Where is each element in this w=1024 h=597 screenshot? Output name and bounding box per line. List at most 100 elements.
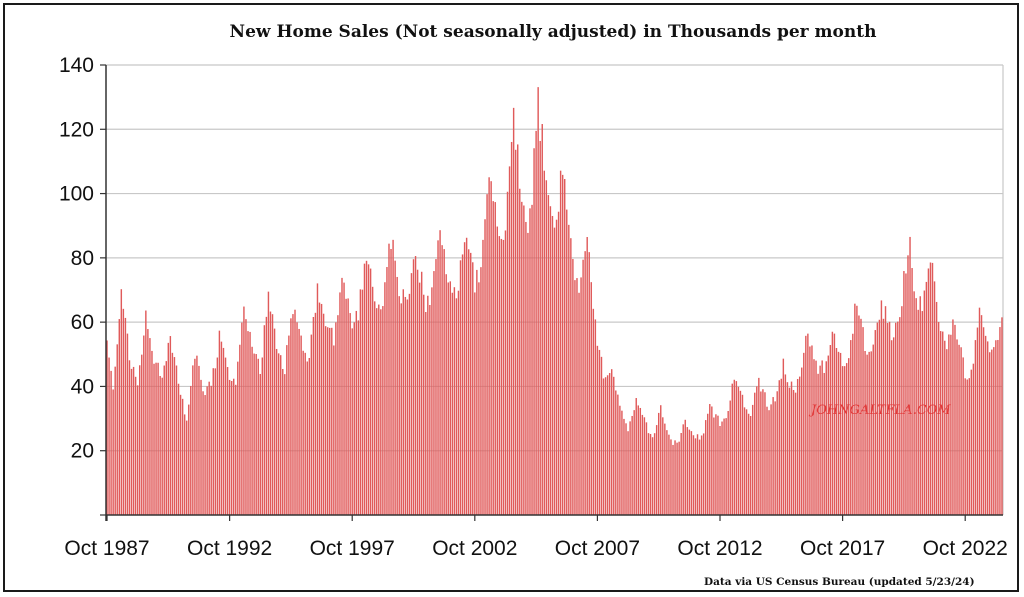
bar bbox=[958, 344, 960, 515]
bar bbox=[582, 259, 584, 515]
bar bbox=[267, 291, 270, 515]
bar bbox=[214, 368, 217, 515]
bar bbox=[600, 356, 603, 515]
bar bbox=[427, 295, 429, 515]
bar bbox=[764, 392, 766, 515]
bar bbox=[394, 260, 396, 515]
bar bbox=[443, 249, 445, 515]
bar bbox=[564, 179, 566, 515]
bar bbox=[929, 262, 932, 515]
bar bbox=[519, 188, 521, 515]
bar bbox=[702, 433, 705, 515]
bar bbox=[145, 310, 147, 515]
bar bbox=[598, 349, 601, 515]
bar bbox=[890, 340, 893, 515]
bar bbox=[139, 365, 141, 515]
bar bbox=[809, 346, 811, 515]
bar bbox=[688, 429, 691, 515]
bar bbox=[684, 419, 686, 515]
bar bbox=[821, 360, 823, 515]
bar bbox=[972, 363, 975, 515]
bar bbox=[259, 373, 261, 515]
bar bbox=[512, 107, 515, 516]
bar bbox=[243, 306, 245, 515]
bar bbox=[819, 365, 821, 515]
bar bbox=[218, 330, 221, 515]
bar bbox=[114, 366, 116, 515]
bar bbox=[423, 294, 425, 515]
bar bbox=[796, 378, 799, 515]
bar bbox=[813, 359, 815, 515]
bar bbox=[751, 404, 754, 515]
bar bbox=[984, 335, 987, 515]
y-tick-label: 140 bbox=[59, 54, 94, 77]
bar bbox=[817, 373, 819, 515]
bar bbox=[502, 239, 505, 516]
bar bbox=[122, 308, 125, 515]
bar bbox=[486, 194, 488, 515]
bar bbox=[143, 335, 145, 515]
bar bbox=[594, 319, 597, 515]
bar bbox=[216, 357, 219, 515]
bar bbox=[253, 353, 255, 515]
bar bbox=[664, 423, 666, 515]
bar bbox=[463, 242, 466, 515]
bar bbox=[907, 255, 909, 515]
bar bbox=[333, 345, 335, 515]
bar bbox=[676, 442, 678, 515]
bar bbox=[559, 170, 562, 515]
bar bbox=[741, 394, 744, 515]
bar bbox=[431, 287, 433, 515]
watermark: JOHNGALTFLA.COM bbox=[808, 403, 951, 418]
bar bbox=[629, 421, 631, 515]
bar bbox=[108, 357, 110, 515]
bar bbox=[948, 334, 950, 515]
bar bbox=[592, 308, 595, 515]
bar bbox=[175, 365, 178, 515]
bar bbox=[876, 322, 879, 515]
bar bbox=[672, 444, 674, 515]
bar bbox=[682, 424, 684, 515]
bar bbox=[758, 377, 760, 515]
bar bbox=[149, 338, 151, 515]
bar bbox=[273, 328, 276, 515]
bar bbox=[545, 180, 548, 515]
bar bbox=[418, 282, 421, 515]
bar bbox=[326, 327, 329, 515]
x-tick-label: Oct 2022 bbox=[923, 537, 1008, 560]
bar bbox=[482, 239, 484, 515]
bar bbox=[304, 352, 306, 515]
bar bbox=[978, 307, 981, 515]
bar bbox=[384, 282, 386, 515]
bar bbox=[823, 372, 825, 515]
bar bbox=[878, 319, 881, 515]
bar bbox=[939, 331, 942, 515]
bar bbox=[608, 373, 611, 515]
bar bbox=[843, 366, 846, 515]
bar bbox=[445, 274, 447, 515]
bar bbox=[909, 236, 911, 515]
bar bbox=[353, 322, 355, 515]
bar bbox=[398, 296, 400, 515]
bar bbox=[194, 358, 196, 515]
bar bbox=[811, 345, 813, 515]
bar bbox=[970, 369, 973, 515]
bar bbox=[623, 418, 625, 515]
bar bbox=[864, 350, 866, 515]
bar bbox=[662, 417, 664, 515]
bar bbox=[829, 345, 832, 515]
bar bbox=[576, 278, 578, 515]
bar bbox=[378, 304, 380, 515]
bar bbox=[484, 219, 486, 515]
bar bbox=[126, 333, 129, 515]
bar bbox=[766, 406, 768, 515]
bar bbox=[776, 391, 778, 515]
bar bbox=[529, 208, 531, 515]
bar bbox=[202, 391, 204, 515]
bar bbox=[506, 191, 509, 515]
bar bbox=[388, 243, 390, 515]
bar bbox=[183, 414, 186, 515]
bar bbox=[130, 368, 133, 515]
bar bbox=[257, 358, 259, 515]
bar bbox=[619, 405, 621, 515]
